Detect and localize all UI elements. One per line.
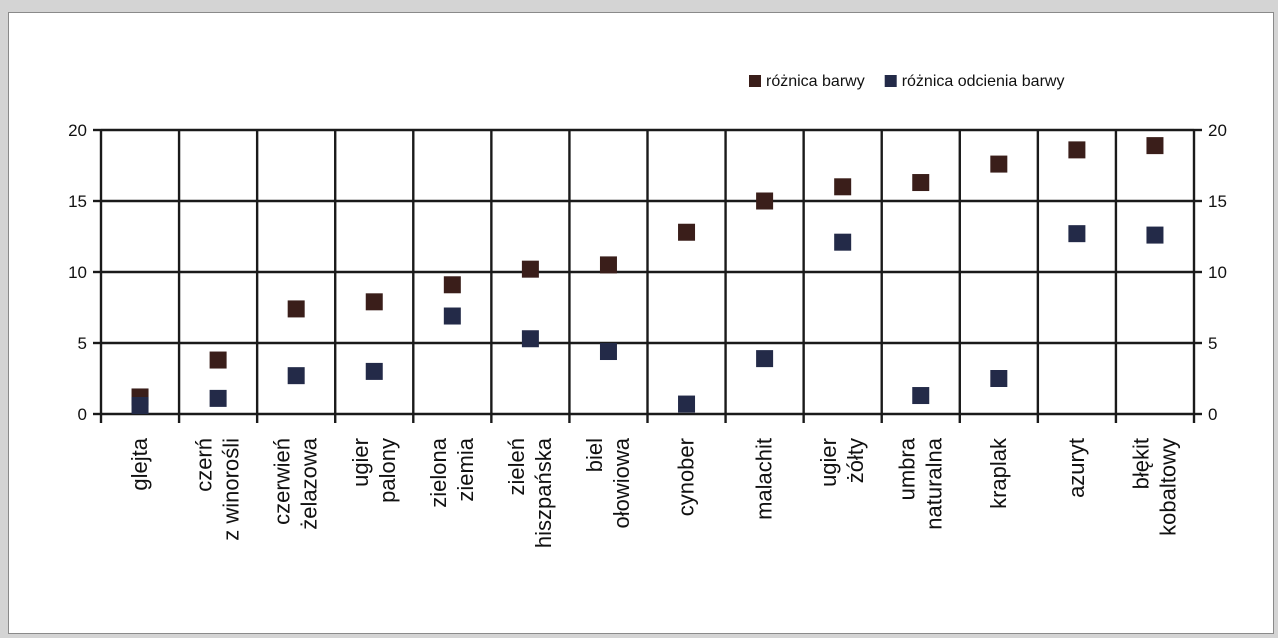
x-category-label-line: palony xyxy=(375,438,400,503)
point-series-2 xyxy=(1068,225,1086,243)
legend-label: różnica barwy xyxy=(766,73,865,90)
x-category-label-line: zielona xyxy=(426,437,451,507)
point-series-2 xyxy=(443,307,461,325)
point-series-1 xyxy=(1068,141,1086,159)
x-category-label: cynober xyxy=(674,438,699,516)
y-tick-label-left: 15 xyxy=(68,192,87,211)
x-category-label-line: biel xyxy=(582,438,607,472)
point-series-1 xyxy=(521,260,539,278)
point-series-2 xyxy=(365,362,383,380)
x-category-label-line: z winorośli xyxy=(219,438,244,541)
point-series-1 xyxy=(834,178,852,196)
y-tick-label-left: 0 xyxy=(78,405,87,424)
x-category-label-line: kraplak xyxy=(986,437,1011,509)
x-category-label-line: żółty xyxy=(843,438,868,483)
grid xyxy=(93,128,1202,423)
x-category-label-line: zieleń xyxy=(504,438,529,495)
x-category-label-line: ugier xyxy=(816,438,841,487)
x-category-label: azuryt xyxy=(1064,438,1089,498)
point-series-2 xyxy=(678,395,696,413)
y-tick-label-left: 10 xyxy=(68,263,87,282)
x-axis-labels: glejta czerń z winorośli czerwień żelazowa ug… xyxy=(127,437,1180,548)
x-category-label: czerń z winorośli xyxy=(192,438,244,541)
y-axis-ticks: 0 0 5 5 10 10 15 15 20 20 xyxy=(68,121,1227,424)
point-series-1 xyxy=(209,351,227,369)
x-category-label-line: żelazowa xyxy=(297,437,322,529)
chart-frame: 0 0 5 5 10 10 15 15 20 20 glejta czerń z winorośli c… xyxy=(8,12,1274,634)
point-series-2 xyxy=(521,330,539,348)
x-category-label: błękit kobaltowy xyxy=(1128,438,1180,536)
point-series-1 xyxy=(912,174,930,192)
point-series-2 xyxy=(209,389,227,407)
point-series-1 xyxy=(678,223,696,241)
y-tick-label-right: 5 xyxy=(1208,334,1217,353)
x-category-label-line: czerwień xyxy=(270,438,295,525)
y-tick-label-right: 0 xyxy=(1208,405,1217,424)
x-category-label-line: ziemia xyxy=(453,437,478,501)
legend-swatch xyxy=(749,75,761,87)
data-points xyxy=(131,137,1164,414)
x-category-label-line: ugier xyxy=(348,438,373,487)
y-tick-label-left: 5 xyxy=(78,334,87,353)
x-category-label: czerwień żelazowa xyxy=(270,437,322,529)
x-category-label-line: ołowiowa xyxy=(609,437,634,528)
x-category-label: umbra naturalna xyxy=(894,437,946,530)
point-series-1 xyxy=(990,155,1008,173)
point-series-2 xyxy=(756,350,774,368)
x-category-label-line: glejta xyxy=(127,437,152,490)
point-series-1 xyxy=(443,276,461,294)
legend: różnica barwy różnica odcienia barwy xyxy=(749,73,1064,90)
point-series-2 xyxy=(990,370,1008,387)
x-category-label-line: cynober xyxy=(674,438,699,516)
x-category-label: ugier żółty xyxy=(816,438,868,487)
x-category-label-line: umbra xyxy=(894,437,919,500)
point-series-1 xyxy=(1146,137,1164,155)
point-series-1 xyxy=(365,293,383,311)
x-category-label: kraplak xyxy=(986,437,1011,509)
y-tick-label-right: 15 xyxy=(1208,192,1227,211)
x-category-label: zieleń hiszpańska xyxy=(504,437,556,548)
point-series-2 xyxy=(834,233,852,251)
x-category-label-line: malachit xyxy=(752,438,777,520)
point-series-2 xyxy=(912,387,930,405)
y-tick-label-right: 20 xyxy=(1208,121,1227,140)
x-category-label-line: czerń xyxy=(192,438,217,492)
x-category-label-line: azuryt xyxy=(1064,438,1089,498)
x-category-label-line: hiszpańska xyxy=(531,437,556,548)
legend-swatch xyxy=(884,75,897,87)
x-category-label: glejta xyxy=(127,437,152,490)
point-series-2 xyxy=(131,396,149,414)
point-series-2 xyxy=(287,367,305,385)
x-category-label-line: błękit xyxy=(1128,438,1153,489)
point-series-1 xyxy=(287,300,305,318)
x-category-label: ugier palony xyxy=(348,438,400,503)
point-series-1 xyxy=(599,256,617,274)
x-category-label-line: kobaltowy xyxy=(1155,438,1180,536)
x-category-label: biel ołowiowa xyxy=(582,437,634,528)
point-series-2 xyxy=(1146,226,1164,244)
x-category-label: zielona ziemia xyxy=(426,437,478,507)
point-series-1 xyxy=(756,192,774,210)
legend-label: różnica odcienia barwy xyxy=(902,73,1065,90)
x-category-label: malachit xyxy=(752,438,777,520)
point-series-2 xyxy=(599,343,617,361)
y-tick-label-left: 20 xyxy=(68,121,87,140)
y-tick-label-right: 10 xyxy=(1208,263,1227,282)
x-category-label-line: naturalna xyxy=(921,437,946,530)
